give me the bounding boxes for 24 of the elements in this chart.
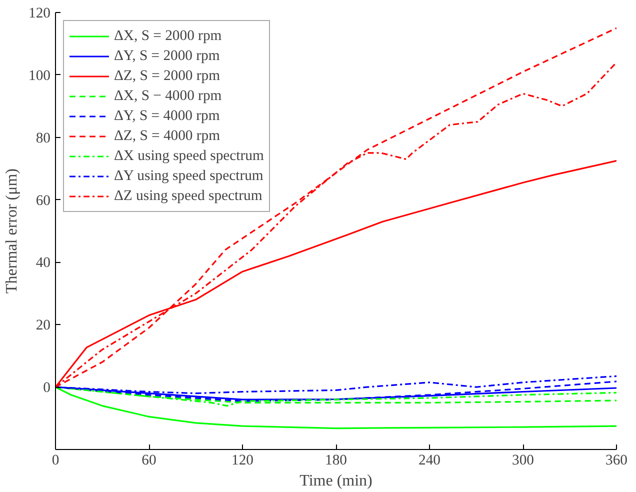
legend-label: ΔZ, S = 4000 rpm [114, 128, 220, 144]
legend-label: ΔZ, S = 2000 rpm [114, 68, 220, 84]
x-tick-label: 300 [512, 452, 534, 468]
y-tick-label: 120 [28, 6, 50, 22]
y-tick-label: 20 [36, 318, 50, 334]
legend-label: ΔX, S − 4000 rpm [114, 88, 222, 104]
y-tick-label: 0 [43, 380, 50, 396]
legend-label: ΔY using speed spectrum [114, 168, 264, 184]
x-tick-label: 240 [418, 452, 440, 468]
y-tick-label: 60 [36, 192, 50, 209]
y-axis-title: Thermal error (μm) [4, 168, 21, 294]
y-tick-label: 40 [36, 255, 50, 272]
x-tick-label: 180 [325, 452, 347, 468]
x-axis-title: Time (min) [300, 472, 372, 490]
legend-label: ΔY, S = 4000 rpm [114, 108, 220, 124]
y-tick-label: 80 [36, 130, 50, 146]
x-tick-label: 60 [142, 452, 156, 468]
legend-label: ΔZ using speed spectrum [114, 188, 262, 204]
y-tick-label: 100 [28, 68, 50, 84]
legend-label: ΔY, S = 2000 rpm [114, 48, 220, 64]
legend-label: ΔX, S = 2000 rpm [114, 28, 222, 44]
x-tick-label: 120 [232, 452, 254, 468]
x-tick-label: 360 [606, 452, 628, 468]
legend-label: ΔX using speed spectrum [114, 148, 264, 164]
